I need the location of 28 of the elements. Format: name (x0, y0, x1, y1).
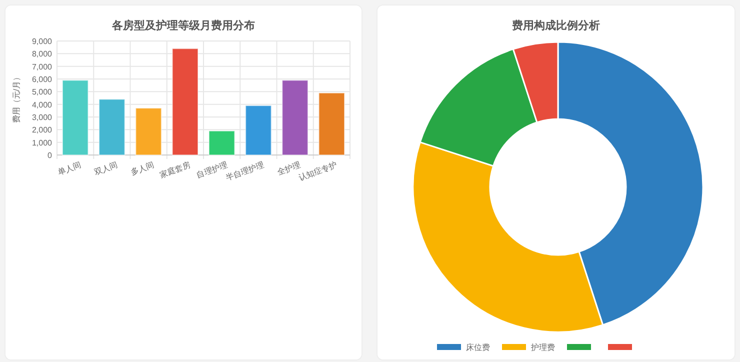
bar (282, 80, 308, 156)
x-tick-label: 全护理 (276, 160, 302, 178)
bar (318, 92, 346, 156)
x-tick-label: 双人间 (92, 160, 119, 178)
y-tick-label: 8,000 (32, 50, 53, 59)
chart-title: 各房型及护理等级月费用分布 (111, 19, 255, 32)
bar (245, 105, 272, 156)
y-tick-label: 6,000 (32, 75, 53, 84)
x-tick-label: 多人间 (130, 160, 156, 178)
bar (98, 98, 126, 156)
y-tick-label: 1,000 (32, 138, 53, 148)
bar (135, 108, 162, 156)
y-axis-title: 费用（元/月） (12, 72, 21, 124)
chart-title: 费用构成比例分析 (511, 19, 600, 32)
bar (172, 48, 199, 156)
y-tick-label: 7,000 (32, 62, 53, 72)
legend-label: 护理费 (530, 343, 555, 352)
y-tick-label: 0 (48, 151, 53, 160)
y-tick-label: 2,000 (32, 126, 53, 135)
x-tick-label: 家庭套房 (158, 160, 192, 180)
bar (208, 130, 236, 156)
y-tick-label: 9,000 (32, 37, 53, 46)
legend-label: 床位费 (466, 343, 490, 352)
x-tick-label: 单人间 (56, 160, 82, 178)
y-tick-label: 3,000 (32, 113, 53, 122)
y-tick-label: 4,000 (32, 100, 53, 110)
bar (62, 80, 89, 156)
y-tick-label: 5,000 (32, 88, 53, 97)
